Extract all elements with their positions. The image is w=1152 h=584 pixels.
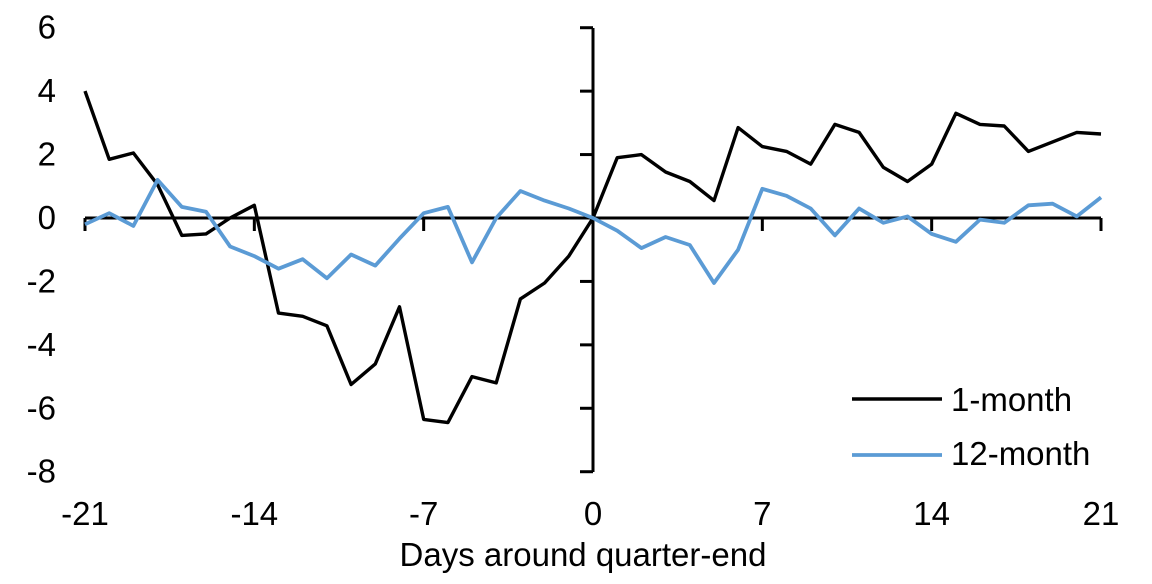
y-tick-label: 0 xyxy=(38,199,56,236)
x-axis-title: Days around quarter-end xyxy=(400,536,767,573)
x-tick-label: 21 xyxy=(1083,495,1120,532)
legend-label-12-month: 12-month xyxy=(951,435,1090,472)
y-tick-label: -2 xyxy=(27,262,56,299)
series-line-12-month xyxy=(84,177,1103,285)
legend-label-1-month: 1-month xyxy=(951,381,1072,418)
legend: 1-month 12-month xyxy=(852,381,1090,472)
y-tick-label: -4 xyxy=(27,326,56,363)
x-tick-label: -7 xyxy=(409,495,438,532)
x-tick-label: 0 xyxy=(584,495,602,532)
y-tick-label: 6 xyxy=(38,9,56,46)
x-tick-label: -21 xyxy=(61,495,109,532)
y-tick-label: 4 xyxy=(38,72,56,109)
axes: -21 -14 -7 0 7 14 21 6 4 2 0 -2 -4 -6 -8 xyxy=(27,9,1120,532)
y-tick-label: -6 xyxy=(27,389,56,426)
x-tick-label: -14 xyxy=(230,495,278,532)
x-tick-label: 7 xyxy=(753,495,771,532)
x-tick-label: 14 xyxy=(913,495,950,532)
y-tick-label: -8 xyxy=(27,453,56,490)
series-lines xyxy=(83,90,1103,425)
y-tick-label: 2 xyxy=(38,136,56,173)
